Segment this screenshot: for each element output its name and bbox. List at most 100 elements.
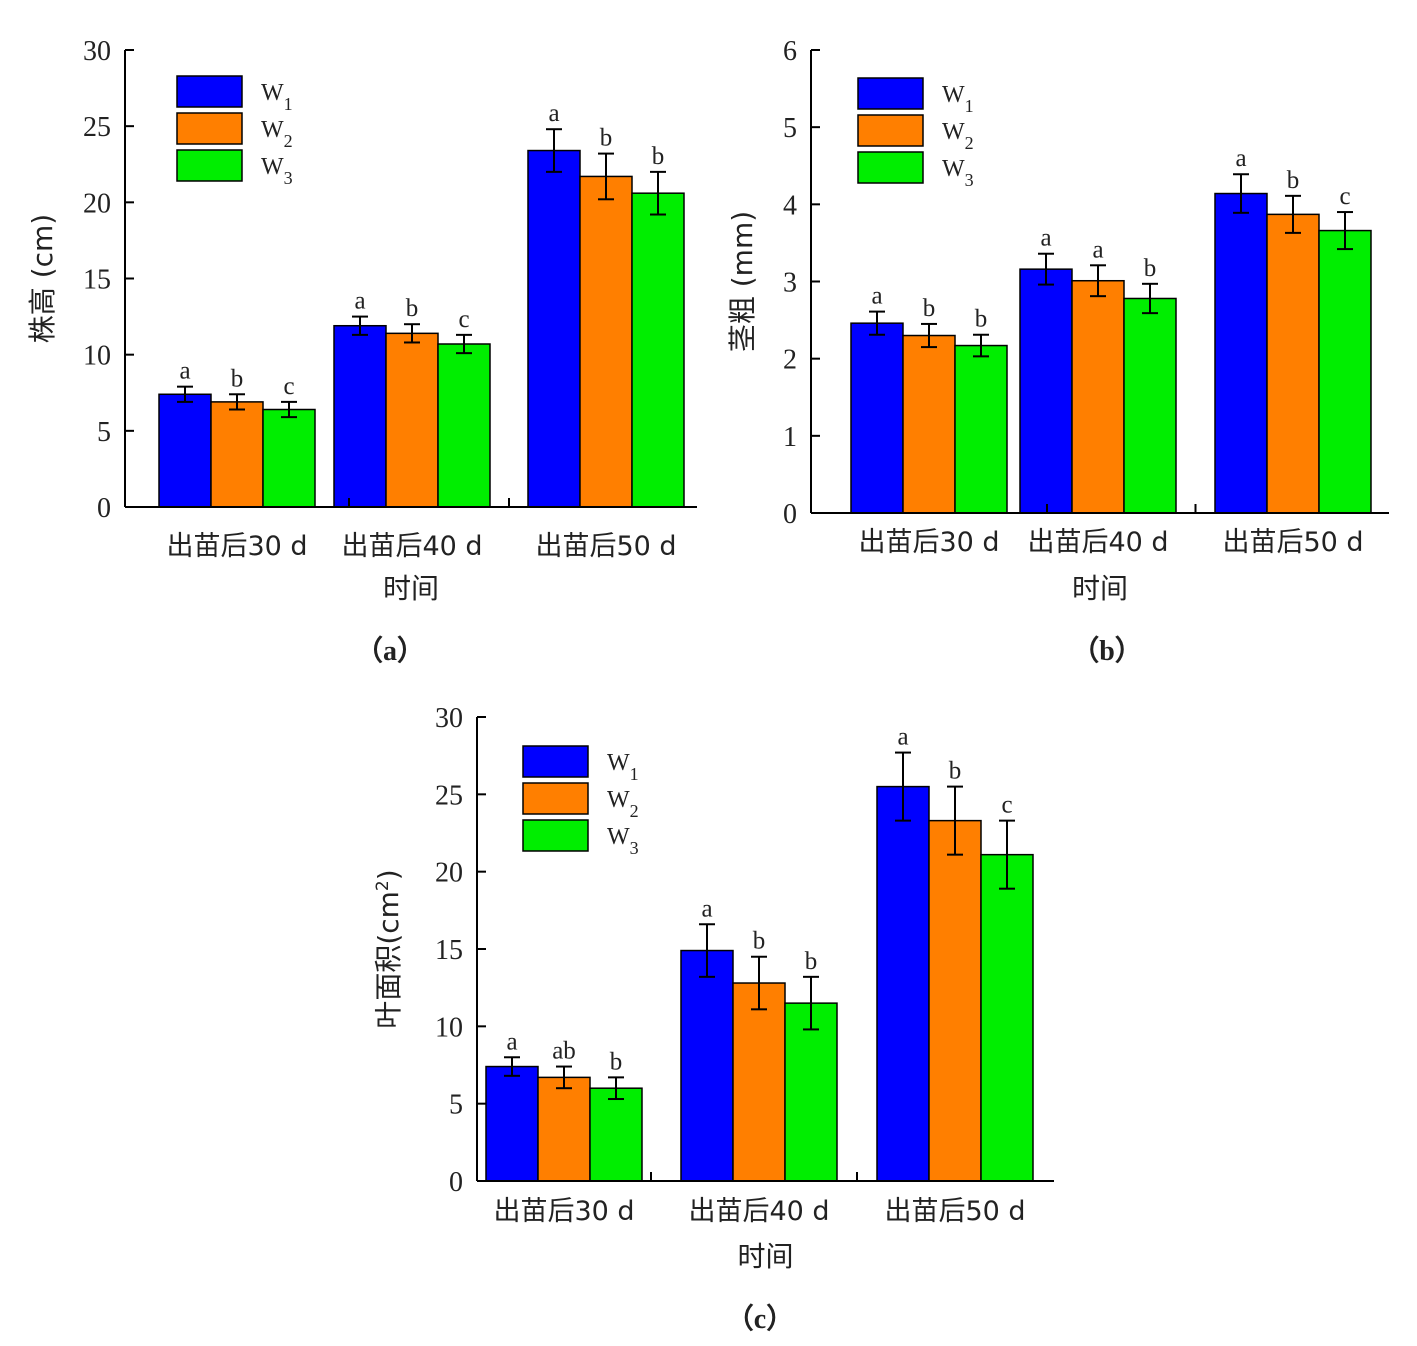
y-tick-label: 10 — [435, 1012, 463, 1043]
y-tick-label: 20 — [83, 188, 111, 219]
category-label: 出苗后50 d — [884, 1196, 1025, 1227]
significance-label: c — [283, 373, 294, 400]
category-label: 出苗后50 d — [1222, 527, 1363, 558]
bar-w2-2 — [385, 332, 439, 508]
bar-w2-2 — [732, 982, 786, 1182]
chart-panel-1: a b c 出苗后30 d a b c 出苗后40 d a b b 出苗后50 d 0 5 10 15 20 25… — [26, 36, 697, 667]
legend-label: W3 — [261, 154, 293, 188]
panel-label: （b） — [1071, 634, 1143, 667]
legend-label: W1 — [607, 750, 639, 784]
legend-swatch — [522, 782, 589, 815]
legend-label: W1 — [942, 82, 974, 116]
bar-w1-3 — [876, 785, 930, 1182]
error-bar — [1142, 282, 1158, 315]
bar-w2-3 — [579, 175, 633, 508]
bar-w3-1 — [589, 1087, 643, 1182]
error-bar — [973, 333, 989, 358]
legend-swatch — [522, 745, 589, 778]
error-bar — [1285, 194, 1301, 234]
bar-w1-3 — [527, 149, 581, 508]
legend-swatch — [176, 75, 243, 108]
significance-label: a — [179, 358, 190, 385]
significance-label: a — [1092, 236, 1103, 263]
error-bar — [504, 1056, 520, 1077]
y-tick-label: 6 — [783, 36, 797, 67]
significance-label: b — [805, 948, 818, 975]
legend-item-w2: W2 — [176, 112, 293, 151]
significance-label: c — [1001, 792, 1012, 819]
error-bar — [556, 1065, 572, 1090]
error-bar — [546, 128, 562, 173]
error-bar — [1233, 173, 1249, 214]
bar-w1-2 — [333, 324, 387, 508]
bar-w1-2 — [680, 949, 734, 1182]
significance-label: c — [458, 306, 469, 333]
legend-label: W2 — [942, 119, 974, 153]
y-tick-label: 2 — [783, 345, 797, 376]
error-bar — [869, 310, 885, 336]
category-label: 出苗后40 d — [341, 531, 482, 562]
bar-w3-3 — [631, 192, 685, 508]
bar-w2-1 — [902, 334, 956, 514]
legend-label: W3 — [607, 824, 639, 858]
legend-item-w2: W2 — [522, 782, 639, 821]
significance-label: b — [1144, 255, 1157, 282]
error-bar — [803, 975, 819, 1031]
error-bar — [608, 1076, 624, 1101]
y-tick-label: 5 — [97, 417, 111, 448]
significance-label: a — [897, 724, 908, 751]
error-bar — [1038, 252, 1054, 286]
y-axis-title: 叶面积(cm2) — [372, 869, 405, 1028]
bar-w2-1 — [210, 401, 264, 508]
error-bar — [456, 333, 472, 355]
category-label: 出苗后40 d — [688, 1196, 829, 1227]
significance-label: a — [1235, 145, 1246, 172]
significance-label: b — [231, 365, 244, 392]
error-bar — [177, 385, 193, 403]
legend-swatch — [857, 114, 924, 147]
category-label: 出苗后30 d — [166, 531, 307, 562]
y-tick-label: 25 — [83, 112, 111, 143]
significance-label: b — [1287, 167, 1300, 194]
legend-swatch — [522, 819, 589, 852]
legend-label: W1 — [261, 80, 293, 114]
significance-label: c — [1339, 183, 1350, 210]
y-tick-label: 15 — [83, 265, 111, 296]
bar-w3-2 — [1123, 297, 1177, 514]
error-bar — [404, 323, 420, 344]
x-axis-title: 时间 — [1072, 572, 1128, 605]
significance-label: a — [701, 895, 712, 922]
legend-swatch — [857, 151, 924, 184]
legend-item-w3: W3 — [522, 819, 639, 858]
y-tick-label: 30 — [435, 703, 463, 734]
error-bar — [1090, 264, 1106, 298]
bar-w2-3 — [928, 819, 982, 1182]
legend-label: W3 — [942, 156, 974, 190]
legend-item-w1: W1 — [857, 77, 974, 116]
category-label: 出苗后50 d — [535, 531, 676, 562]
y-tick-label: 0 — [97, 493, 111, 524]
significance-label: b — [610, 1048, 623, 1075]
y-tick-label: 5 — [449, 1090, 463, 1121]
bar-w3-1 — [262, 408, 316, 508]
error-bar — [352, 315, 368, 336]
bar-w1-1 — [485, 1065, 539, 1182]
category-label: 出苗后40 d — [1027, 527, 1168, 558]
legend-label: W2 — [607, 787, 639, 821]
category-label: 出苗后30 d — [858, 527, 999, 558]
y-tick-label: 30 — [83, 36, 111, 67]
significance-label: a — [548, 100, 559, 127]
significance-label: ab — [552, 1038, 576, 1065]
category-label: 出苗后30 d — [493, 1196, 634, 1227]
bar-w2-1 — [537, 1076, 591, 1182]
y-tick-label: 25 — [435, 780, 463, 811]
bar-w3-3 — [1318, 229, 1372, 514]
error-bar — [751, 955, 767, 1011]
error-bar — [281, 400, 297, 419]
y-tick-label: 1 — [783, 422, 797, 453]
legend-swatch — [176, 112, 243, 145]
bar-w1-3 — [1214, 192, 1268, 514]
bar-w1-2 — [1019, 268, 1073, 514]
